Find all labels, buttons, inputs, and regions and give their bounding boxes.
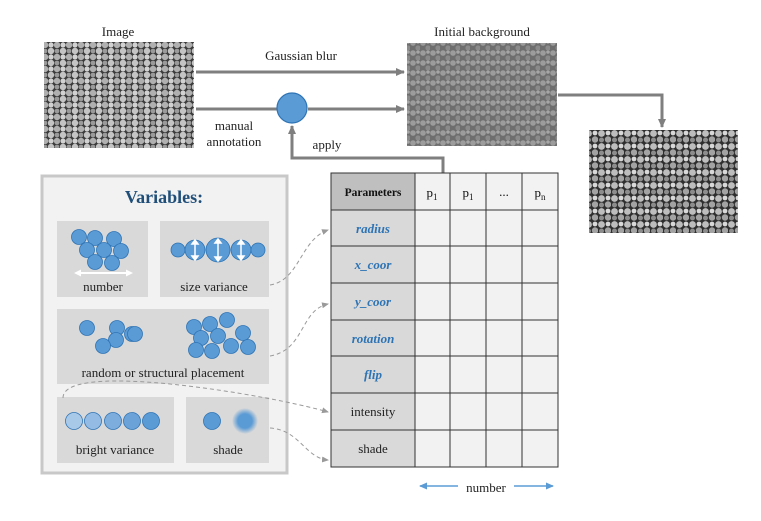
table-row-shade: shade	[358, 441, 388, 456]
initial-background-image	[407, 43, 557, 146]
annotation-label: annotation	[207, 134, 262, 149]
manual-label: manual	[215, 118, 254, 133]
table-row-flip: flip	[364, 367, 383, 382]
size-variance-arrows	[190, 237, 246, 263]
variables-title: Variables:	[125, 187, 203, 207]
number-circles	[71, 229, 129, 271]
bright-variance-circles	[65, 412, 160, 430]
output-image	[589, 130, 738, 233]
structural-placement-circles	[186, 312, 256, 359]
table-row-rotation: rotation	[352, 331, 395, 346]
gaussian-blur-label: Gaussian blur	[265, 48, 338, 63]
annotation-node	[276, 92, 308, 124]
dashed-connectors	[62, 229, 329, 463]
shade-glow-circle	[232, 408, 258, 434]
random-placement-circles	[79, 320, 143, 354]
shade-box	[186, 397, 269, 463]
size-variance-label: size variance	[180, 279, 248, 294]
table-header-ellipsis: ...	[499, 184, 509, 199]
bright-variance-label: bright variance	[76, 442, 155, 457]
table-header-p1-b: p1	[463, 185, 474, 202]
apply-arrow	[288, 125, 445, 173]
table-header-parameters: Parameters	[345, 187, 402, 199]
placement-label: random or structural placement	[82, 365, 245, 380]
table-header-p1-a: p1	[427, 185, 438, 202]
parameters-table: Parameters p1 p1 ... pn radius x_coor y_…	[330, 172, 559, 468]
table-row-radius: radius	[356, 221, 390, 236]
initial-background-label: Initial background	[434, 24, 530, 39]
shade-plain-circle	[203, 412, 221, 430]
apply-label: apply	[313, 137, 342, 152]
table-row-intensity: intensity	[351, 404, 396, 419]
table-number-label: number	[466, 480, 506, 495]
number-label: number	[83, 279, 123, 294]
shade-variable-label: shade	[213, 442, 243, 457]
table-header-pn: pn	[535, 185, 547, 202]
output-arrow	[558, 93, 666, 128]
bright-variance-box	[57, 397, 174, 463]
input-image	[44, 42, 194, 148]
table-row-x-coor: x_coor	[354, 257, 393, 272]
table-row-y-coor: y_coor	[353, 294, 392, 309]
image-label: Image	[102, 24, 135, 39]
